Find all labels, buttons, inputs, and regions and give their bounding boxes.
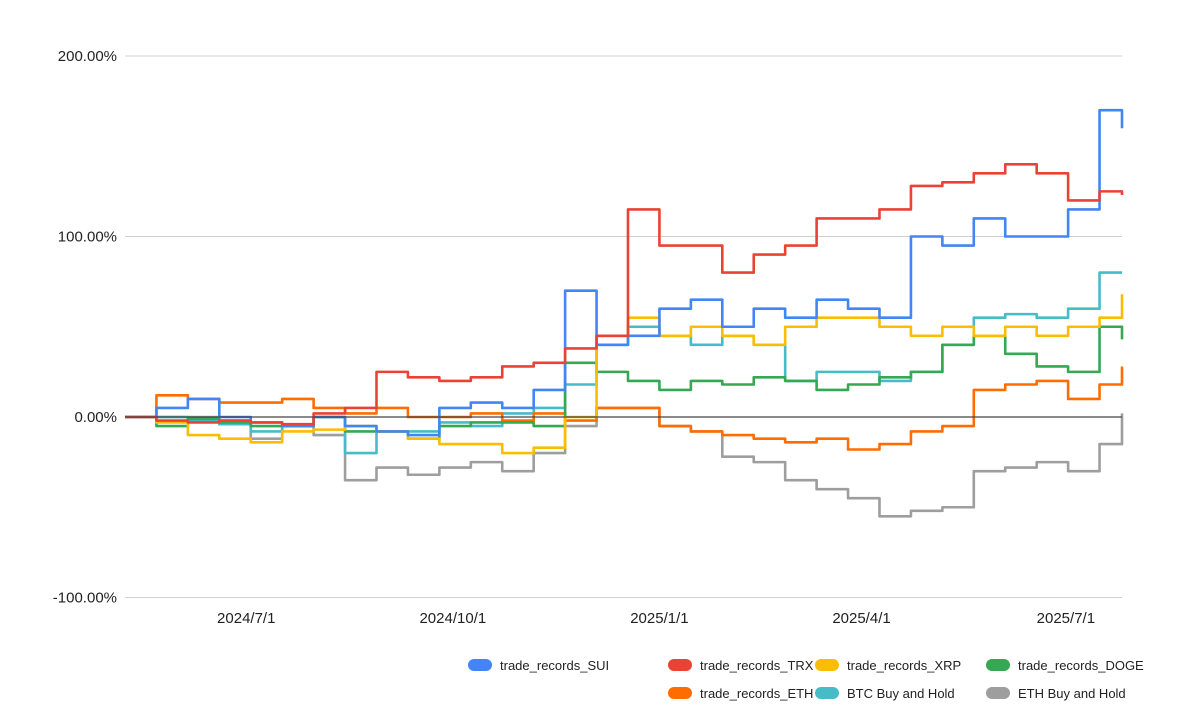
legend-label: BTC Buy and Hold [847,686,955,701]
legend-swatch [815,687,839,699]
x-tick-label: 2025/4/1 [832,610,890,627]
legend-item: BTC Buy and Hold [815,686,955,701]
y-tick-label: 0.00% [74,409,117,426]
legend-label: trade_records_SUI [500,658,609,673]
x-tick-label: 2024/7/1 [217,610,275,627]
x-axis-ticks: 2024/7/1 2024/10/1 2025/1/1 2025/4/1 2025/7/… [217,610,1095,627]
series-line-eth-buy-and-hold [125,406,1124,518]
legend-item: ETH Buy and Hold [986,686,1126,701]
legend-label: ETH Buy and Hold [1018,686,1126,701]
series-line-trade-records-sui [125,108,1124,437]
y-tick-label: 200.00% [58,48,117,65]
series-lines [125,108,1124,518]
x-tick-label: 2025/7/1 [1037,610,1095,627]
gridlines [125,55,1122,598]
y-tick-label: 100.00% [58,229,117,246]
x-tick-label: 2025/1/1 [630,610,688,627]
legend-item: trade_records_DOGE [986,658,1144,673]
legend-label: trade_records_TRX [700,658,814,673]
legend-item: trade_records_XRP [815,658,961,673]
legend-label: trade_records_ETH [700,686,813,701]
legend-swatch [668,659,692,671]
series-line-trade-records-trx [125,163,1124,426]
legend-item: trade_records_SUI [468,658,609,673]
legend-swatch [986,687,1010,699]
legend-label: trade_records_XRP [847,658,961,673]
series-line-trade-records-xrp [125,294,1124,455]
legend-label: trade_records_DOGE [1018,658,1144,673]
legend-item: trade_records_TRX [668,658,814,673]
legend-swatch [815,659,839,671]
y-tick-label: -100.00% [53,590,117,607]
legend-swatch [468,659,492,671]
legend: trade_records_SUI trade_records_TRX trade_… [468,658,1144,701]
y-axis-ticks: 200.00% 100.00% 0.00% -100.00% [53,48,117,607]
series-line-trade-records-eth [125,366,1124,451]
x-tick-label: 2024/10/1 [419,610,486,627]
legend-swatch [668,687,692,699]
legend-item: trade_records_ETH [668,686,813,701]
legend-swatch [986,659,1010,671]
